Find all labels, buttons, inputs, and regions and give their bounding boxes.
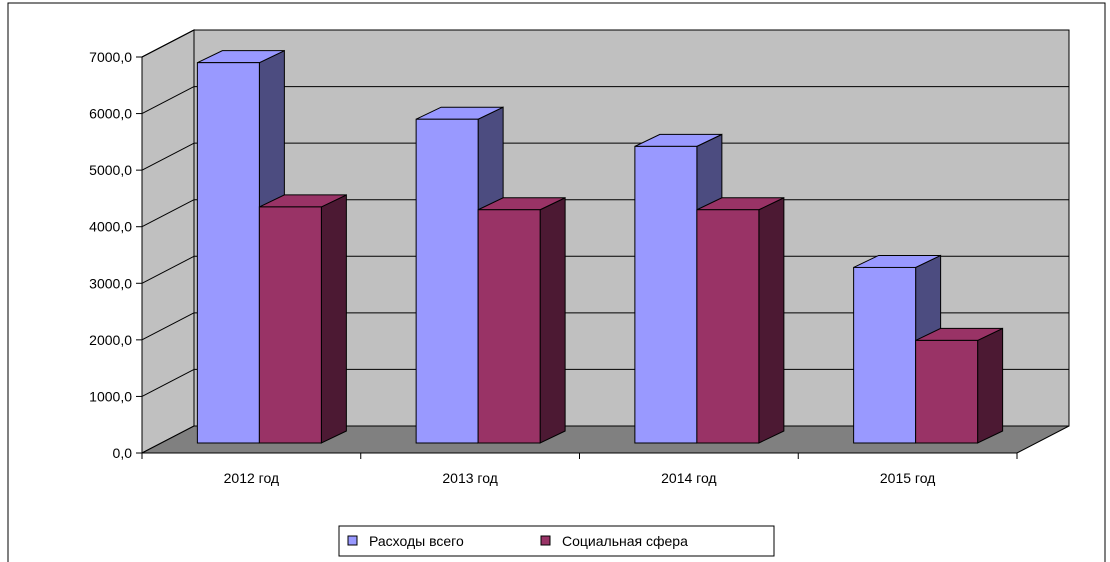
bar-side <box>539 196 566 444</box>
gridline-side <box>141 86 195 115</box>
legend-swatch-series-1 <box>347 535 358 546</box>
y-axis: 0,0 1000,0 2000,0 3000,0 4000,0 5000,0 6000,0 7… <box>89 49 143 461</box>
y-tick-label: 5000,0 <box>89 162 132 178</box>
bar-front <box>477 209 541 444</box>
side-wall <box>141 29 195 454</box>
gridline-side <box>141 199 195 228</box>
y-tick-label: 1000,0 <box>89 388 132 404</box>
gridline-side <box>141 255 195 284</box>
legend: Расходы всего Социальная сфера <box>338 525 775 557</box>
gridline-side <box>141 142 195 171</box>
bar-front <box>415 118 479 444</box>
bar-front <box>915 339 979 444</box>
y-tick-label: 7000,0 <box>89 49 132 65</box>
bar-front <box>258 206 322 444</box>
bar-front <box>853 266 917 444</box>
bar-series <box>196 49 1004 444</box>
legend-box <box>338 525 775 557</box>
y-tick-label: 2000,0 <box>89 332 132 348</box>
gridline-side <box>141 368 195 397</box>
x-tick-label: 2012 год <box>224 470 279 486</box>
bar-front <box>196 62 260 444</box>
x-tick-label: 2013 год <box>442 470 497 486</box>
bar-side <box>320 194 347 444</box>
y-tick-label: 0,0 <box>113 445 133 461</box>
bar <box>477 196 566 444</box>
legend-label-series-1: Расходы всего <box>369 533 464 549</box>
bar-front <box>696 209 760 444</box>
bar-side <box>758 196 785 444</box>
legend-swatch-series-2 <box>540 535 551 546</box>
y-tick-label: 6000,0 <box>89 106 132 122</box>
y-tick-label: 3000,0 <box>89 275 132 291</box>
bar <box>696 196 785 444</box>
legend-label-series-2: Социальная сфера <box>562 533 688 549</box>
gridline-side <box>141 312 195 341</box>
gridline-side <box>141 29 195 58</box>
bar <box>258 194 347 444</box>
x-tick-label: 2014 год <box>661 470 716 486</box>
x-axis: 2012 год 2013 год 2014 год 2015 год <box>141 452 1018 486</box>
bar-front <box>634 145 698 444</box>
x-tick-label: 2015 год <box>880 470 935 486</box>
bar <box>915 327 1004 444</box>
y-tick-label: 4000,0 <box>89 219 132 235</box>
bar-side <box>977 327 1004 444</box>
